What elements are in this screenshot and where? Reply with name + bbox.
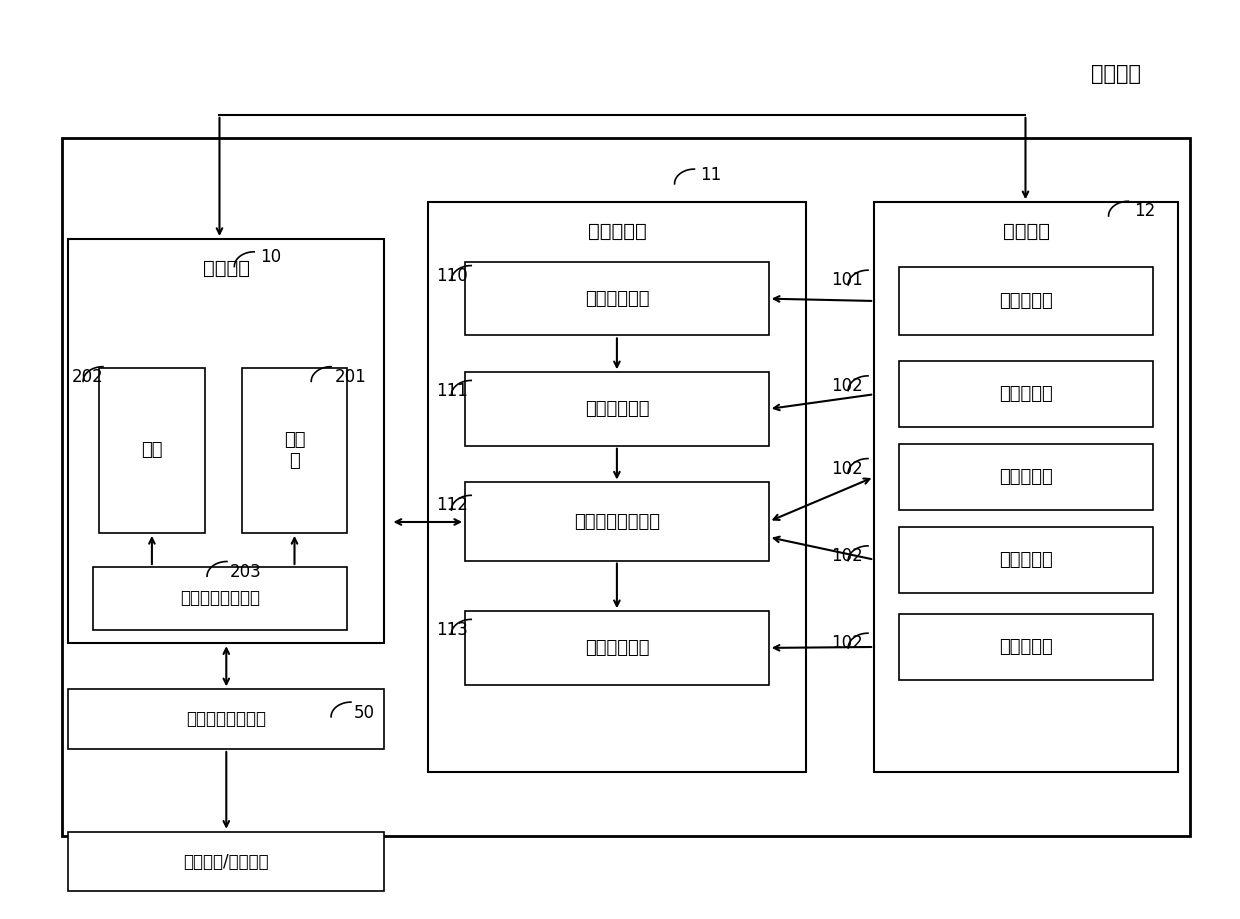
Text: 102: 102 <box>831 460 863 478</box>
Text: 直接内存访问单元: 直接内存访问单元 <box>186 710 267 728</box>
Text: 从处理电路: 从处理电路 <box>999 550 1053 569</box>
Text: 110: 110 <box>436 267 469 285</box>
Text: 外部设备/其他部件: 外部设备/其他部件 <box>184 853 269 870</box>
Text: 从处理电路: 从处理电路 <box>999 385 1053 403</box>
Text: 201: 201 <box>335 368 367 386</box>
Text: 缓存: 缓存 <box>141 441 162 460</box>
Text: 从处理电路: 从处理电路 <box>999 468 1053 486</box>
Bar <box>99 368 205 533</box>
Bar <box>899 614 1153 680</box>
Text: 依赖关系处理单元: 依赖关系处理单元 <box>574 513 660 530</box>
Text: 101: 101 <box>831 271 863 289</box>
Bar <box>68 832 384 891</box>
Text: 102: 102 <box>831 634 863 652</box>
Text: 12: 12 <box>1135 202 1156 221</box>
Text: 从处理电路: 从处理电路 <box>999 638 1053 656</box>
Text: 控制器单元: 控制器单元 <box>588 222 646 242</box>
Text: 存储单元: 存储单元 <box>203 259 249 278</box>
Text: 112: 112 <box>436 496 469 515</box>
Bar <box>465 482 769 561</box>
Bar <box>93 567 347 630</box>
Text: 指令缓存单元: 指令缓存单元 <box>584 289 650 308</box>
Bar <box>242 368 347 533</box>
Bar <box>874 202 1178 772</box>
Text: 存储队列单元: 存储队列单元 <box>584 639 650 657</box>
Text: 111: 111 <box>436 381 469 400</box>
Bar <box>899 527 1153 593</box>
Bar <box>465 372 769 446</box>
Bar <box>62 138 1190 836</box>
Bar <box>68 239 384 643</box>
Bar <box>428 202 806 772</box>
Text: 主处理电路: 主处理电路 <box>999 292 1053 310</box>
Text: 数据输入输出单元: 数据输入输出单元 <box>180 589 260 607</box>
Bar <box>899 267 1153 335</box>
Text: 50: 50 <box>353 704 374 722</box>
Text: 寄存
器: 寄存 器 <box>284 431 305 470</box>
Text: 10: 10 <box>260 248 281 267</box>
Text: 计算装置: 计算装置 <box>1091 63 1141 84</box>
Text: 102: 102 <box>831 377 863 395</box>
Bar <box>899 444 1153 510</box>
Text: 102: 102 <box>831 547 863 565</box>
Text: 指令处理单元: 指令处理单元 <box>584 400 650 418</box>
Text: 202: 202 <box>72 368 104 386</box>
Bar <box>465 611 769 685</box>
Text: 11: 11 <box>701 165 722 184</box>
Text: 113: 113 <box>436 620 469 639</box>
Text: 203: 203 <box>229 562 262 581</box>
Bar <box>465 262 769 335</box>
Text: 运算单元: 运算单元 <box>1003 222 1049 242</box>
Bar <box>899 361 1153 427</box>
Bar <box>68 689 384 749</box>
